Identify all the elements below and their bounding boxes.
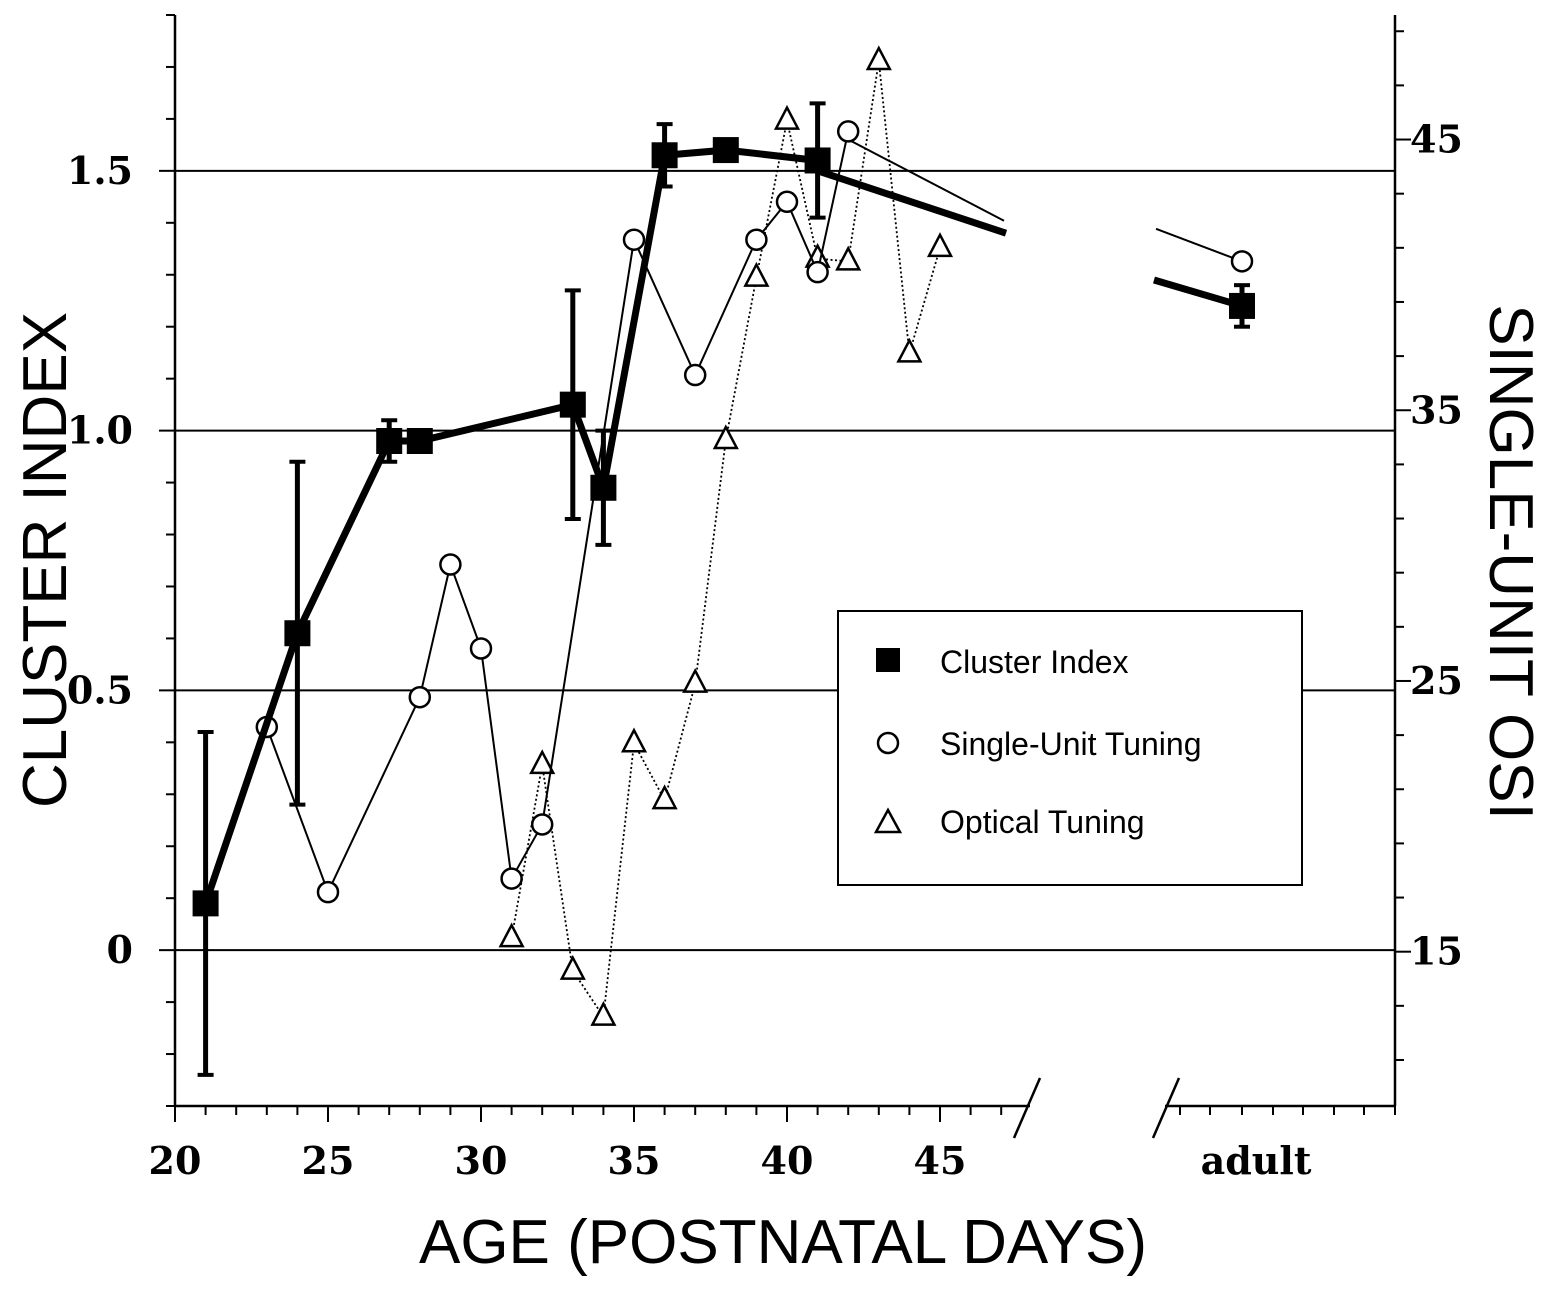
single-unit-tuning-point: [622, 228, 646, 251]
cluster-index-trend: [816, 167, 1008, 237]
y-left-tick-label: 0.5: [67, 667, 133, 712]
legend: Cluster Index Single-Unit Tuning Optical…: [837, 610, 1303, 886]
cluster-index-point: [406, 428, 433, 455]
optical-tuning-point: [896, 337, 923, 363]
axis-break-mark: [1151, 1077, 1181, 1139]
x-axis-title: AGE (POSTNATAL DAYS): [419, 1208, 1147, 1277]
legend-label-cluster-index: Cluster Index: [940, 644, 1129, 680]
x-tick-label: 20: [149, 1138, 202, 1183]
x-tick-label: 35: [608, 1138, 661, 1183]
cluster-index-point: [284, 620, 311, 647]
y-right-tick-label: 35: [1410, 387, 1463, 432]
optical-tuning-point: [529, 749, 556, 775]
y-axis-right-title: SINGLE-UNIT OSI: [1476, 304, 1545, 820]
optical-tuning-point: [620, 727, 648, 753]
single-unit-tuning-trend: [847, 138, 1005, 222]
cluster-index-point: [590, 474, 617, 501]
cluster-index-point: [804, 147, 831, 174]
x-tick-label-adult: adult: [1201, 1138, 1312, 1183]
single-unit-tuning-point: [836, 120, 860, 143]
optical-tuning-point: [712, 424, 739, 450]
y-right-tick-label: 25: [1410, 658, 1463, 703]
single-unit-tuning-point: [500, 867, 523, 890]
axis-break-mark: [1012, 1077, 1042, 1139]
cluster-index-point: [376, 428, 403, 455]
y-left-tick-label: 1.5: [67, 148, 133, 193]
single-unit-tuning-point: [775, 190, 799, 214]
single-unit-tuning-point: [408, 685, 432, 709]
optical-tuning-point: [865, 45, 892, 71]
x-tick-label: 40: [761, 1138, 814, 1183]
optical-tuning-point: [682, 667, 709, 693]
legend-label-single-unit-tuning: Single-Unit Tuning: [940, 726, 1201, 762]
plot-area: [192, 45, 1255, 1077]
legend-box: [837, 610, 1303, 886]
legend-square-marker: [876, 648, 900, 672]
single-unit-tuning-point: [1230, 250, 1254, 273]
legend-circle-marker: [876, 731, 900, 755]
optical-tuning-point: [773, 104, 801, 130]
cluster-index-point: [1229, 292, 1255, 319]
single-unit-tuning-point: [806, 260, 829, 284]
legend-label-optical-tuning: Optical Tuning: [940, 804, 1145, 840]
single-unit-tuning-point: [439, 553, 462, 576]
single-unit-tuning-trend: [1155, 227, 1243, 263]
optical-tuning-point: [498, 922, 525, 948]
optical-tuning-point: [926, 232, 954, 258]
optical-tuning-point: [590, 1000, 617, 1026]
cluster-index-point: [651, 142, 678, 169]
single-unit-tuning-point: [530, 813, 554, 836]
single-unit-tuning-point: [469, 637, 493, 660]
single-unit-tuning-point: [745, 228, 768, 251]
cluster-index-point: [712, 137, 739, 164]
y-axis-left-title: CLUSTER INDEX: [11, 312, 80, 808]
single-unit-tuning-point: [316, 880, 340, 904]
legend-triangle-marker: [873, 807, 903, 834]
y-right-tick-label: 15: [1410, 929, 1463, 974]
x-tick-label: 30: [455, 1138, 508, 1183]
y-left-tick-label: 0: [107, 927, 133, 972]
single-unit-tuning-point: [683, 363, 707, 387]
y-left-tick-label: 1.0: [67, 408, 133, 453]
cluster-index-trend: [1153, 276, 1243, 310]
cluster-index-point: [559, 391, 586, 418]
x-tick-label: 45: [914, 1138, 967, 1183]
optical-tuning-point: [651, 784, 678, 810]
optical-tuning-point: [743, 261, 770, 287]
y-right-tick-label: 45: [1410, 117, 1463, 162]
cluster-index-point: [192, 890, 219, 917]
x-tick-label: 25: [302, 1138, 355, 1183]
optical-tuning-point: [835, 245, 862, 271]
axes: 0 0.5 1.0 1.5 15 25 35 45 20 25 30 35 40 45 adult: [67, 14, 1463, 1183]
optical-tuning-point: [559, 954, 586, 980]
